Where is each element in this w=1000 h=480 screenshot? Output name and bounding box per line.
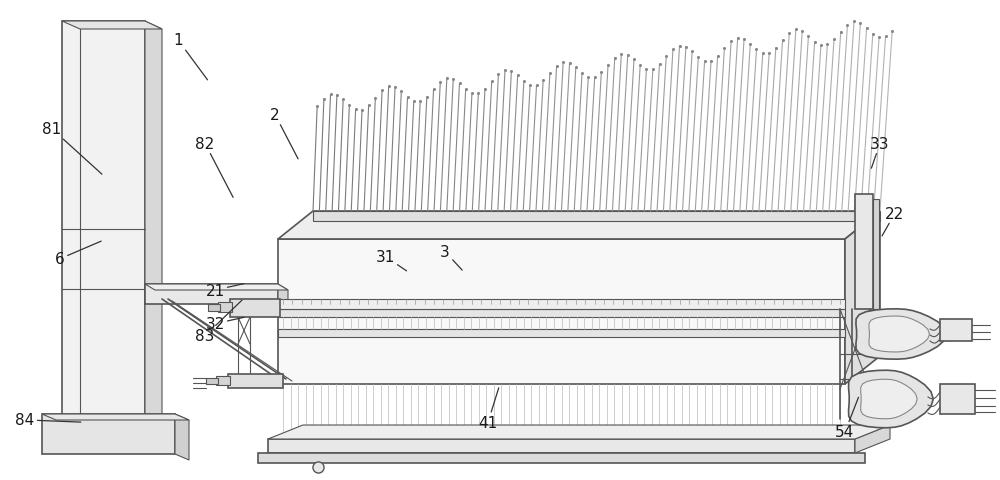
Bar [218, 302, 232, 312]
Text: 54: 54 [835, 397, 858, 440]
Bar [145, 285, 278, 304]
Text: 3: 3 [440, 244, 462, 271]
Polygon shape [62, 22, 162, 30]
Text: 22: 22 [882, 206, 905, 236]
Polygon shape [845, 212, 880, 384]
Text: 33: 33 [870, 136, 890, 169]
Bar [258, 453, 865, 463]
Text: 21: 21 [205, 283, 244, 298]
Polygon shape [849, 371, 933, 428]
Bar [42, 414, 175, 454]
Bar [208, 304, 220, 312]
Polygon shape [861, 379, 917, 419]
Polygon shape [856, 309, 947, 360]
Bar [62, 22, 145, 419]
Bar [940, 319, 972, 341]
Text: 6: 6 [55, 241, 101, 267]
Polygon shape [869, 316, 930, 352]
Bar [855, 194, 873, 309]
Polygon shape [145, 22, 162, 427]
Bar [206, 378, 218, 384]
Polygon shape [145, 285, 288, 290]
Bar [940, 384, 975, 414]
Bar [278, 240, 845, 384]
Polygon shape [855, 425, 890, 453]
Text: 82: 82 [195, 136, 233, 198]
Text: 41: 41 [478, 388, 499, 430]
Text: 83: 83 [195, 300, 242, 344]
Polygon shape [278, 212, 880, 240]
Text: 32: 32 [205, 316, 244, 332]
Text: 81: 81 [42, 122, 102, 175]
Bar [278, 329, 845, 337]
Bar [873, 200, 879, 309]
Polygon shape [42, 414, 189, 420]
Bar [313, 212, 880, 222]
Bar [216, 376, 230, 385]
Bar [228, 374, 283, 388]
Polygon shape [175, 414, 189, 460]
Text: 2: 2 [270, 108, 298, 159]
Polygon shape [268, 425, 890, 439]
Bar [278, 309, 845, 317]
Text: 84: 84 [15, 412, 81, 428]
Bar [278, 300, 845, 309]
Polygon shape [278, 285, 288, 311]
Bar [230, 300, 280, 317]
Bar [268, 439, 855, 453]
Text: 31: 31 [375, 249, 407, 271]
Text: 1: 1 [173, 33, 208, 81]
